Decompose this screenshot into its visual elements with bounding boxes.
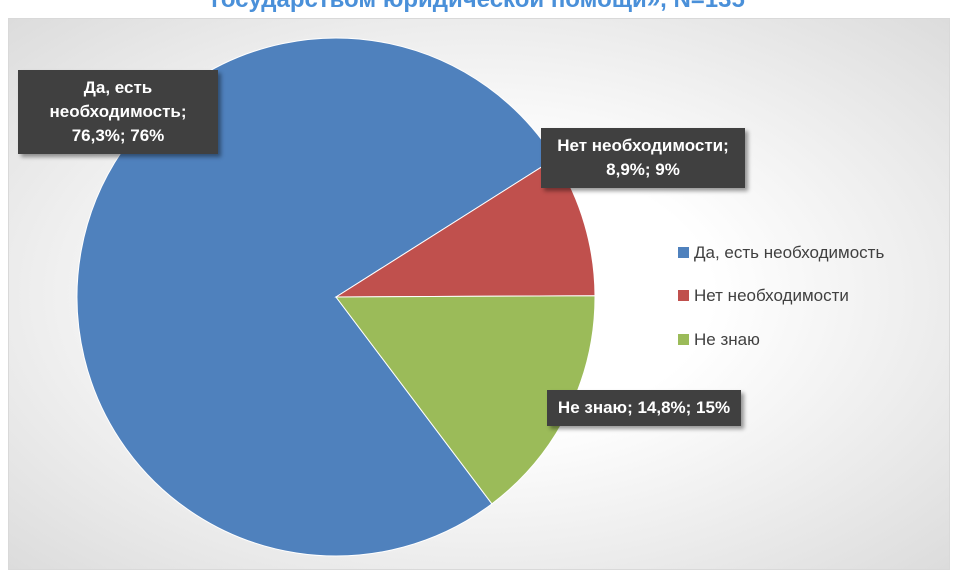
legend-label: Не знаю xyxy=(694,330,760,349)
data-label: Да, есть необходимость; 76,3%; 76% xyxy=(18,70,218,154)
legend-swatch xyxy=(678,247,689,258)
data-label: Нет необходимости; 8,9%; 9% xyxy=(541,128,745,188)
legend-swatch xyxy=(678,334,689,345)
legend-label: Да, есть необходимость xyxy=(694,243,885,262)
legend-item: Не знаю xyxy=(678,330,760,350)
legend-label: Нет необходимости xyxy=(694,286,849,305)
legend-swatch xyxy=(678,290,689,301)
legend-item: Нет необходимости xyxy=(678,286,849,306)
data-label: Не знаю; 14,8%; 15% xyxy=(547,390,741,426)
chart-title: государством юридической помощи», N=135 xyxy=(0,0,956,14)
legend-item: Да, есть необходимость xyxy=(678,243,884,263)
pie-slice xyxy=(76,37,556,557)
